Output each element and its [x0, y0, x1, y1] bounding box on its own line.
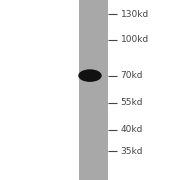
Text: 70kd: 70kd [121, 71, 143, 80]
Text: 130kd: 130kd [121, 10, 149, 19]
FancyBboxPatch shape [79, 0, 108, 180]
Text: 40kd: 40kd [121, 125, 143, 134]
Text: 100kd: 100kd [121, 35, 149, 44]
Text: 35kd: 35kd [121, 147, 143, 156]
Ellipse shape [78, 69, 102, 82]
Text: 55kd: 55kd [121, 98, 143, 107]
